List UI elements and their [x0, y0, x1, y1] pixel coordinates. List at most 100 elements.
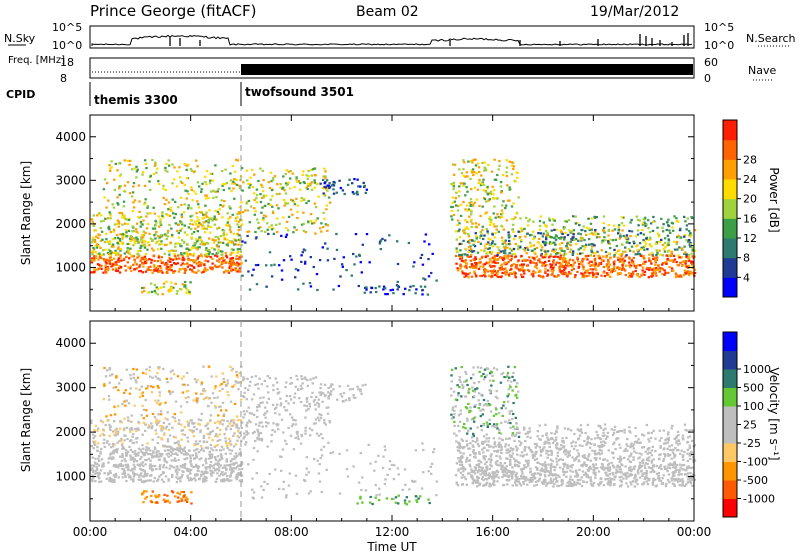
power-data-cell	[563, 220, 567, 223]
power-data-cell	[193, 243, 196, 247]
power-data-cell	[209, 172, 212, 175]
power-data-cell	[523, 227, 526, 230]
power-data-cell	[459, 249, 462, 252]
velocity-data-cell	[155, 501, 158, 504]
velocity-data-cell	[173, 373, 176, 376]
velocity-data-cell	[316, 401, 319, 404]
power-data-cell	[520, 254, 523, 258]
power-data-cell	[464, 219, 467, 222]
velocity-data-cell	[165, 445, 168, 448]
power-data-cell	[600, 259, 604, 262]
power-data-cell	[661, 226, 664, 229]
power-data-cell	[128, 267, 132, 270]
power-data-cell	[490, 272, 494, 275]
power-data-cell	[621, 268, 624, 271]
power-data-cell	[305, 174, 308, 177]
power-data-cell	[558, 268, 562, 271]
velocity-data-cell	[157, 413, 160, 416]
power-data-cell	[162, 187, 165, 190]
power-data-cell	[123, 233, 126, 236]
power-data-cell	[143, 159, 147, 162]
power-data-cell	[675, 219, 679, 222]
power-data-cell	[141, 173, 144, 176]
power-data-cell	[275, 223, 278, 226]
power-data-cell	[621, 266, 624, 269]
power-data-cell	[413, 261, 416, 264]
velocity-data-cell	[620, 475, 623, 478]
power-data-cell	[163, 252, 166, 255]
velocity-data-cell	[359, 390, 362, 393]
power-data-cell	[109, 217, 112, 220]
velocity-data-cell	[127, 466, 130, 469]
velocity-data-cell	[125, 466, 128, 469]
power-data-cell	[177, 232, 181, 235]
velocity-data-cell	[178, 468, 181, 471]
power-data-cell	[163, 233, 167, 236]
velocity-data-cell	[254, 383, 257, 386]
velocity-data-cell	[239, 419, 242, 422]
velocity-data-cell	[118, 427, 122, 430]
power-data-cell	[113, 188, 116, 192]
power-data-cell	[621, 253, 624, 256]
velocity-data-cell	[500, 467, 503, 471]
power-data-cell	[317, 195, 320, 198]
power-data-cell	[224, 183, 227, 186]
power-data-cell	[239, 262, 243, 266]
power-data-cell	[260, 211, 263, 214]
power-data-cell	[469, 177, 472, 180]
velocity-data-cell	[166, 499, 170, 502]
velocity-data-cell	[205, 470, 208, 473]
power-data-cell	[359, 185, 362, 188]
velocity-data-cell	[222, 480, 225, 483]
velocity-data-cell	[144, 399, 147, 402]
power-data-cell	[179, 243, 182, 246]
velocity-data-cell	[145, 368, 148, 371]
power-data-cell	[140, 257, 143, 260]
power-data-cell	[539, 232, 542, 235]
velocity-data-cell	[319, 456, 322, 460]
power-data-cell	[209, 179, 212, 182]
velocity-data-cell	[108, 423, 111, 426]
power-data-cell	[589, 268, 592, 271]
power-data-cell	[683, 245, 686, 248]
power-data-cell	[229, 264, 233, 267]
power-data-cell	[640, 274, 643, 277]
power-ylabel: Slant Range [km]	[19, 161, 33, 265]
velocity-data-cell	[292, 448, 296, 451]
power-data-cell	[537, 270, 541, 273]
power-data-cell	[144, 257, 147, 261]
velocity-data-cell	[257, 432, 261, 435]
velocity-data-cell	[364, 383, 367, 386]
velocity-data-cell	[96, 449, 99, 452]
velocity-data-cell	[91, 470, 95, 473]
power-data-cell	[324, 176, 327, 180]
power-data-cell	[486, 193, 490, 196]
velocity-data-cell	[305, 456, 308, 459]
velocity-data-cell	[174, 459, 177, 463]
power-data-cell	[236, 250, 240, 253]
power-data-cell	[466, 227, 470, 230]
velocity-data-cell	[390, 463, 394, 466]
power-data-cell	[313, 179, 316, 182]
velocity-data-cell	[113, 443, 116, 446]
power-data-cell	[507, 231, 510, 234]
power-data-cell	[551, 271, 554, 274]
velocity-data-cell	[162, 480, 165, 483]
velocity-data-cell	[150, 494, 153, 497]
power-data-cell	[517, 259, 520, 262]
velocity-data-cell	[428, 501, 431, 505]
power-data-cell	[567, 260, 570, 263]
power-data-cell	[107, 248, 111, 251]
velocity-data-cell	[284, 439, 287, 442]
power-data-cell	[607, 229, 610, 232]
power-data-cell	[622, 261, 625, 264]
beam-title: Beam 02	[356, 4, 419, 20]
velocity-data-cell	[129, 469, 132, 472]
velocity-data-cell	[108, 443, 111, 446]
velocity-data-cell	[123, 458, 126, 461]
power-data-cell	[468, 201, 471, 205]
power-data-cell	[594, 260, 597, 263]
power-data-cell	[603, 231, 606, 234]
power-data-cell	[452, 181, 455, 184]
velocity-data-cell	[210, 401, 213, 404]
